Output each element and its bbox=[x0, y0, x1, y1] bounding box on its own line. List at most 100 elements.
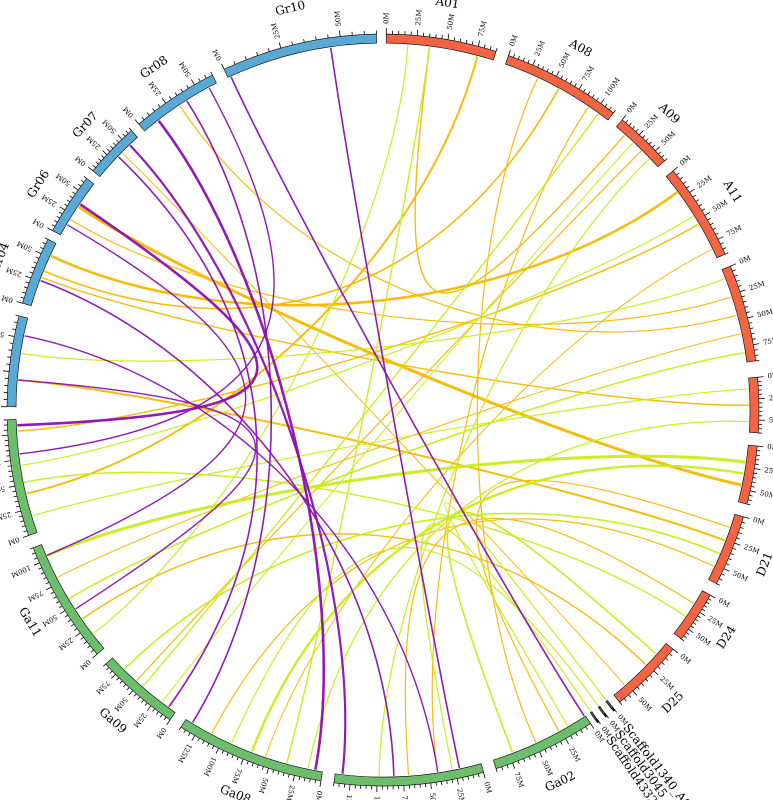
minor-tick bbox=[50, 591, 55, 594]
ideogram-ga11 bbox=[32, 544, 105, 655]
minor-tick bbox=[676, 172, 680, 176]
tick-label: 50M bbox=[428, 792, 438, 800]
minor-tick bbox=[45, 581, 50, 585]
ideogram-a09 bbox=[616, 119, 666, 168]
minor-tick bbox=[695, 618, 699, 622]
minor-tick bbox=[44, 237, 49, 240]
major-tick bbox=[532, 59, 536, 66]
tick-label: 0M bbox=[122, 105, 136, 119]
tick-label: 0M bbox=[767, 443, 773, 452]
tick-label: 0M bbox=[74, 154, 88, 168]
tick-label: 25M bbox=[5, 265, 23, 278]
minor-tick bbox=[197, 737, 200, 742]
synteny-link bbox=[17, 203, 259, 427]
minor-tick bbox=[202, 740, 205, 745]
minor-tick bbox=[580, 729, 583, 734]
major-tick bbox=[477, 40, 481, 47]
tick-label: 50M bbox=[0, 328, 5, 339]
tick-label: 25M bbox=[643, 113, 660, 130]
minor-tick bbox=[708, 598, 712, 601]
synteny-link bbox=[250, 464, 744, 753]
tick-label: 0M bbox=[7, 535, 21, 546]
major-tick bbox=[416, 29, 419, 36]
major-tick bbox=[111, 674, 116, 679]
tick-label: 0M bbox=[382, 12, 390, 24]
ideogram-scaffold3045-a11 bbox=[597, 705, 606, 715]
synteny-link bbox=[46, 454, 746, 557]
tick-label: 50M bbox=[178, 60, 193, 78]
minor-tick bbox=[755, 463, 759, 465]
minor-tick bbox=[628, 694, 632, 698]
minor-tick bbox=[679, 176, 683, 180]
tick-label: 0M bbox=[1, 293, 14, 304]
ideogram-d21 bbox=[708, 513, 744, 585]
synteny-link bbox=[18, 379, 726, 542]
tick-label: 50M bbox=[0, 484, 6, 495]
tick-label: 125M bbox=[176, 742, 193, 764]
minor-tick bbox=[110, 145, 114, 149]
minor-tick bbox=[87, 645, 91, 649]
minor-tick bbox=[645, 678, 649, 682]
tick-label: 75M bbox=[230, 767, 243, 785]
chromosome-ideograms bbox=[6, 33, 760, 787]
major-tick bbox=[638, 130, 644, 136]
major-tick bbox=[632, 690, 638, 696]
minor-tick bbox=[554, 744, 558, 748]
tick-label: 0M bbox=[78, 658, 92, 672]
tick-label: 25M bbox=[706, 614, 724, 629]
tick-label: 50M bbox=[711, 198, 729, 213]
minor-tick bbox=[690, 625, 694, 629]
synteny-link bbox=[286, 46, 431, 764]
ideogram-a11 bbox=[665, 170, 726, 259]
minor-tick bbox=[113, 142, 117, 146]
tick-label: 0M bbox=[211, 48, 223, 62]
minor-tick bbox=[661, 154, 665, 158]
major-tick bbox=[600, 98, 605, 104]
tick-label: 75M bbox=[477, 20, 489, 38]
minor-tick bbox=[754, 349, 758, 351]
tick-label: 25M bbox=[40, 193, 58, 208]
minor-tick bbox=[51, 224, 56, 227]
tick-label: 50M bbox=[637, 696, 654, 713]
minor-tick bbox=[56, 600, 60, 604]
minor-tick bbox=[256, 52, 259, 56]
minor-tick bbox=[56, 215, 60, 219]
minor-tick bbox=[10, 480, 14, 483]
tick-label: 50M bbox=[756, 308, 773, 320]
tick-label: 0M bbox=[482, 781, 493, 794]
minor-tick bbox=[669, 653, 673, 657]
minor-tick bbox=[753, 472, 758, 475]
major-tick bbox=[739, 289, 746, 293]
ideogram-gr06 bbox=[52, 178, 95, 236]
minor-tick bbox=[619, 701, 623, 706]
major-tick bbox=[14, 510, 21, 514]
major-tick bbox=[512, 762, 516, 769]
tick-label: 75M bbox=[400, 795, 409, 800]
minor-tick bbox=[560, 741, 563, 745]
minor-tick bbox=[20, 296, 25, 299]
minor-tick bbox=[575, 732, 578, 737]
synteny-link bbox=[82, 533, 647, 666]
minor-tick bbox=[21, 525, 26, 528]
synteny-link bbox=[18, 379, 257, 610]
minor-tick bbox=[72, 191, 76, 195]
major-tick bbox=[47, 227, 53, 231]
minor-tick bbox=[459, 38, 462, 43]
tick-label: 50M bbox=[112, 695, 129, 712]
minor-tick bbox=[641, 682, 645, 686]
minor-tick bbox=[651, 144, 656, 148]
ideogram-d19 bbox=[737, 444, 758, 505]
major-tick bbox=[25, 275, 32, 279]
minor-tick bbox=[156, 711, 159, 715]
ideogram-d14 bbox=[748, 376, 760, 434]
minor-tick bbox=[146, 112, 150, 116]
major-tick bbox=[266, 768, 269, 775]
minor-tick bbox=[15, 505, 20, 508]
minor-tick bbox=[141, 699, 144, 703]
minor-tick bbox=[126, 687, 130, 691]
minor-tick bbox=[31, 266, 35, 269]
minor-tick bbox=[750, 327, 754, 330]
minor-tick bbox=[664, 158, 668, 162]
major-tick bbox=[710, 594, 716, 599]
minor-tick bbox=[751, 332, 755, 335]
